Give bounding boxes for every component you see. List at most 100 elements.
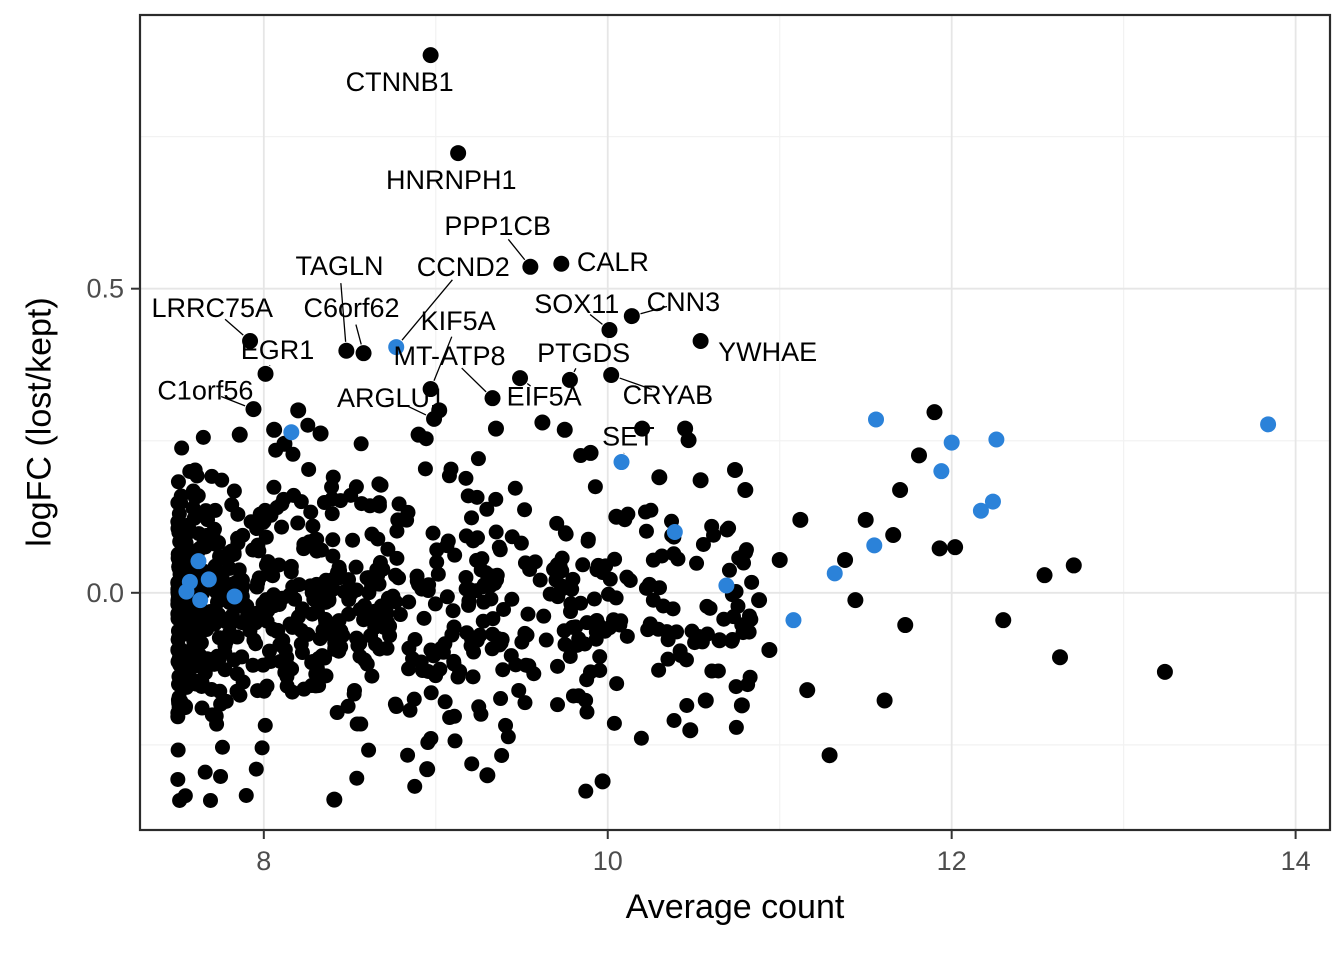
data-point-black — [226, 652, 242, 668]
data-point-black — [317, 650, 333, 666]
data-point-black — [326, 791, 343, 808]
data-point-black — [401, 661, 417, 677]
data-point-black — [660, 651, 676, 667]
data-point-black — [492, 542, 508, 558]
data-point-black — [995, 612, 1012, 629]
data-point-black — [592, 649, 608, 665]
data-point-black — [312, 425, 329, 442]
data-point-black — [659, 624, 675, 640]
data-point-black — [214, 589, 230, 605]
data-point-black — [573, 595, 589, 611]
data-point-black — [517, 695, 533, 711]
data-point-black — [376, 598, 392, 614]
data-point-black — [488, 524, 504, 540]
data-point-black — [799, 682, 816, 699]
data-point-black — [536, 608, 552, 624]
data-point-black — [185, 500, 201, 516]
data-point-black — [172, 521, 188, 537]
data-point-black — [279, 669, 295, 685]
data-point-black — [223, 543, 239, 559]
data-point-black — [170, 771, 186, 787]
data-point-black — [492, 637, 508, 653]
data-point-black — [495, 662, 511, 678]
gene-label-segment — [220, 395, 246, 407]
data-point-black — [222, 560, 238, 576]
data-point-black — [266, 421, 283, 438]
data-point-blue — [866, 537, 883, 554]
data-point-black — [296, 541, 312, 557]
gene-point-PTGDS — [561, 371, 578, 388]
data-point-black — [363, 628, 379, 644]
data-point-black — [692, 472, 709, 489]
data-point-black — [245, 542, 261, 558]
data-point-black — [425, 525, 441, 541]
data-point-black — [249, 521, 265, 537]
data-point-black — [542, 586, 558, 602]
data-point-blue — [984, 493, 1001, 510]
data-point-black — [464, 631, 480, 647]
data-point-black — [406, 691, 422, 707]
data-point-black — [517, 625, 533, 641]
data-point-black — [189, 468, 205, 484]
data-point-black — [493, 691, 509, 707]
data-point-black — [231, 426, 248, 443]
data-point-black — [293, 494, 309, 510]
data-point-black — [235, 674, 251, 690]
data-point-black — [475, 613, 491, 629]
data-point-black — [450, 669, 466, 685]
gene-label-MT-ATP8: MT-ATP8 — [394, 341, 506, 371]
gene-point-PPP1CB — [522, 258, 539, 275]
data-point-black — [257, 717, 273, 733]
gene-label-CCND2: CCND2 — [417, 252, 510, 282]
data-point-black — [364, 668, 380, 684]
data-point-black — [689, 555, 705, 571]
data-point-black — [202, 792, 218, 808]
gene-label-CRYAB: CRYAB — [623, 380, 714, 410]
data-point-black — [170, 550, 186, 566]
data-point-blue — [666, 523, 683, 540]
data-point-black — [318, 615, 334, 631]
data-point-black — [313, 542, 329, 558]
data-point-black — [487, 420, 504, 437]
y-tick-label: 0.5 — [86, 274, 124, 304]
data-point-black — [751, 592, 768, 609]
data-point-black — [876, 692, 893, 709]
gene-point-SOX11 — [601, 322, 618, 339]
data-point-black — [857, 511, 874, 528]
data-point-black — [741, 608, 757, 624]
data-point-black — [761, 641, 778, 658]
data-point-black — [682, 722, 699, 739]
data-point-black — [427, 596, 443, 612]
data-point-black — [258, 557, 274, 573]
data-point-black — [609, 676, 625, 692]
data-point-black — [332, 563, 348, 579]
data-point-black — [564, 619, 580, 635]
data-point-black — [212, 683, 228, 699]
gene-label-CALR: CALR — [577, 247, 649, 277]
data-point-black — [645, 592, 661, 608]
data-point-black — [642, 616, 658, 632]
data-point-black — [897, 617, 914, 634]
panel-background — [140, 15, 1330, 830]
data-point-black — [737, 482, 754, 499]
data-point-black — [443, 461, 459, 477]
data-point-black — [670, 551, 686, 567]
data-point-black — [401, 594, 417, 610]
data-point-black — [711, 632, 728, 649]
gene-label-segment — [401, 279, 453, 341]
data-point-black — [409, 568, 425, 584]
data-point-black — [388, 594, 404, 610]
gene-label-SET: SET — [602, 421, 655, 451]
data-point-black — [520, 606, 536, 622]
data-point-black — [522, 561, 538, 577]
data-point-black — [373, 477, 389, 493]
data-point-black — [622, 572, 638, 588]
data-point-black — [697, 692, 714, 709]
data-point-black — [1156, 663, 1173, 680]
data-point-black — [464, 510, 480, 526]
data-point-black — [392, 607, 408, 623]
data-point-black — [728, 719, 744, 735]
gene-label-CNN3: CNN3 — [647, 287, 721, 317]
data-point-black — [380, 615, 396, 631]
data-point-black — [645, 552, 661, 568]
